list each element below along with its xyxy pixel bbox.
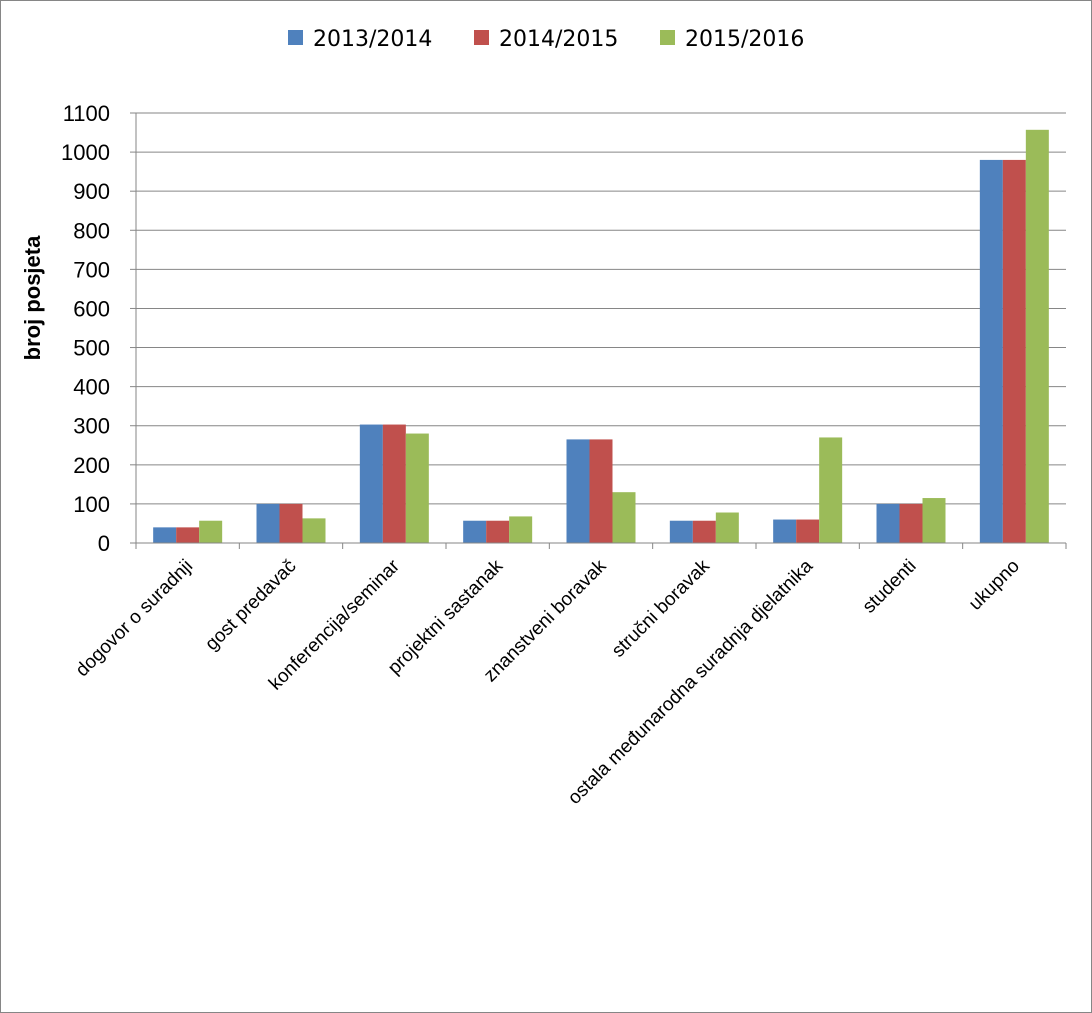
bar-2014-2015-8 — [1002, 159, 1026, 543]
y-tick-label: 300 — [73, 414, 110, 439]
y-tick-label: 200 — [73, 453, 110, 478]
y-tick-label: 1100 — [63, 101, 110, 126]
y-tick-label: 100 — [73, 492, 110, 517]
legend-swatch — [474, 30, 489, 45]
bar-2013-2014-6 — [773, 519, 797, 543]
bar-2014-2015-1 — [279, 503, 303, 543]
bar-2013-2014-2 — [359, 424, 383, 543]
bar-2015-2016-0 — [199, 520, 223, 543]
y-axis-title: broj posjeta — [20, 235, 45, 360]
y-tick-label: 600 — [73, 296, 110, 321]
legend-swatch — [288, 30, 303, 45]
bar-2015-2016-7 — [922, 498, 946, 543]
y-tick-labels: 0 100 200 300 400 500 600 700 800 900 1000 1100 — [61, 101, 136, 556]
x-tick-label: dogovor o suradnji — [72, 556, 197, 681]
legend-label: 2015/2016 — [685, 27, 804, 52]
bar-2014-2015-5 — [692, 520, 716, 543]
x-tick-label: gost predavač — [201, 556, 300, 655]
bar-2013-2014-8 — [979, 159, 1003, 543]
bar-2015-2016-3 — [509, 516, 533, 543]
y-tick-label: 1000 — [61, 140, 110, 165]
bar-2015-2016-1 — [302, 518, 326, 543]
legend-label: 2013/2014 — [313, 27, 432, 52]
bar-2015-2016-6 — [819, 437, 843, 543]
bar-2013-2014-7 — [876, 503, 900, 543]
legend-swatch — [660, 30, 675, 45]
bar-2015-2016-2 — [405, 433, 429, 543]
bar-2015-2016-4 — [612, 492, 636, 543]
bar-2013-2014-0 — [153, 527, 177, 543]
bar-2013-2014-4 — [566, 439, 590, 543]
bar-2014-2015-4 — [589, 439, 613, 543]
axes — [135, 113, 1067, 549]
bar-2014-2015-7 — [899, 503, 923, 543]
x-tick-label: ukupno — [965, 556, 1024, 615]
y-tick-label: 800 — [73, 218, 110, 243]
bar-2013-2014-5 — [669, 520, 693, 543]
bar-2013-2014-1 — [256, 503, 280, 543]
bar-2014-2015-0 — [176, 527, 200, 543]
x-tick-labels: dogovor o suradnji gost predavačkonferenc… — [72, 555, 1024, 809]
y-tick-label: 0 — [98, 531, 110, 556]
y-tick-label: 500 — [73, 336, 110, 361]
y-tick-label: 700 — [73, 257, 110, 282]
bar-2014-2015-3 — [486, 520, 510, 543]
y-tick-label: 900 — [73, 179, 110, 204]
x-tick-label: projektni sastanak — [384, 555, 507, 678]
bar-2015-2016-8 — [1025, 129, 1049, 544]
legend: 2013/2014 2014/2015 2015/2016 — [288, 27, 804, 52]
x-tick-label: stručni boravak — [608, 555, 714, 661]
bar-2015-2016-5 — [715, 512, 739, 543]
bar-2014-2015-6 — [796, 519, 820, 543]
bars — [153, 129, 1049, 544]
x-tick-label: studenti — [859, 556, 921, 618]
y-tick-label: 400 — [73, 375, 110, 400]
bar-2014-2015-2 — [382, 424, 406, 543]
legend-label: 2014/2015 — [499, 27, 618, 52]
bar-2013-2014-3 — [463, 520, 487, 543]
